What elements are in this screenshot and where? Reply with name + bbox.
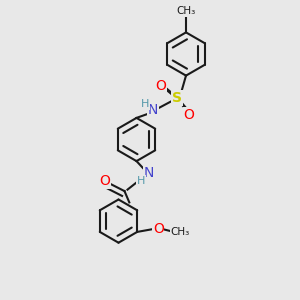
- Text: H: H: [141, 99, 150, 109]
- Text: O: O: [184, 108, 194, 122]
- Text: O: O: [155, 79, 166, 93]
- Text: O: O: [100, 174, 110, 188]
- Text: S: S: [172, 91, 182, 105]
- Text: CH₃: CH₃: [176, 6, 196, 16]
- Text: H: H: [137, 176, 145, 186]
- Text: CH₃: CH₃: [170, 227, 189, 237]
- Text: N: N: [148, 103, 158, 116]
- Text: N: N: [143, 166, 154, 180]
- Text: O: O: [153, 222, 164, 236]
